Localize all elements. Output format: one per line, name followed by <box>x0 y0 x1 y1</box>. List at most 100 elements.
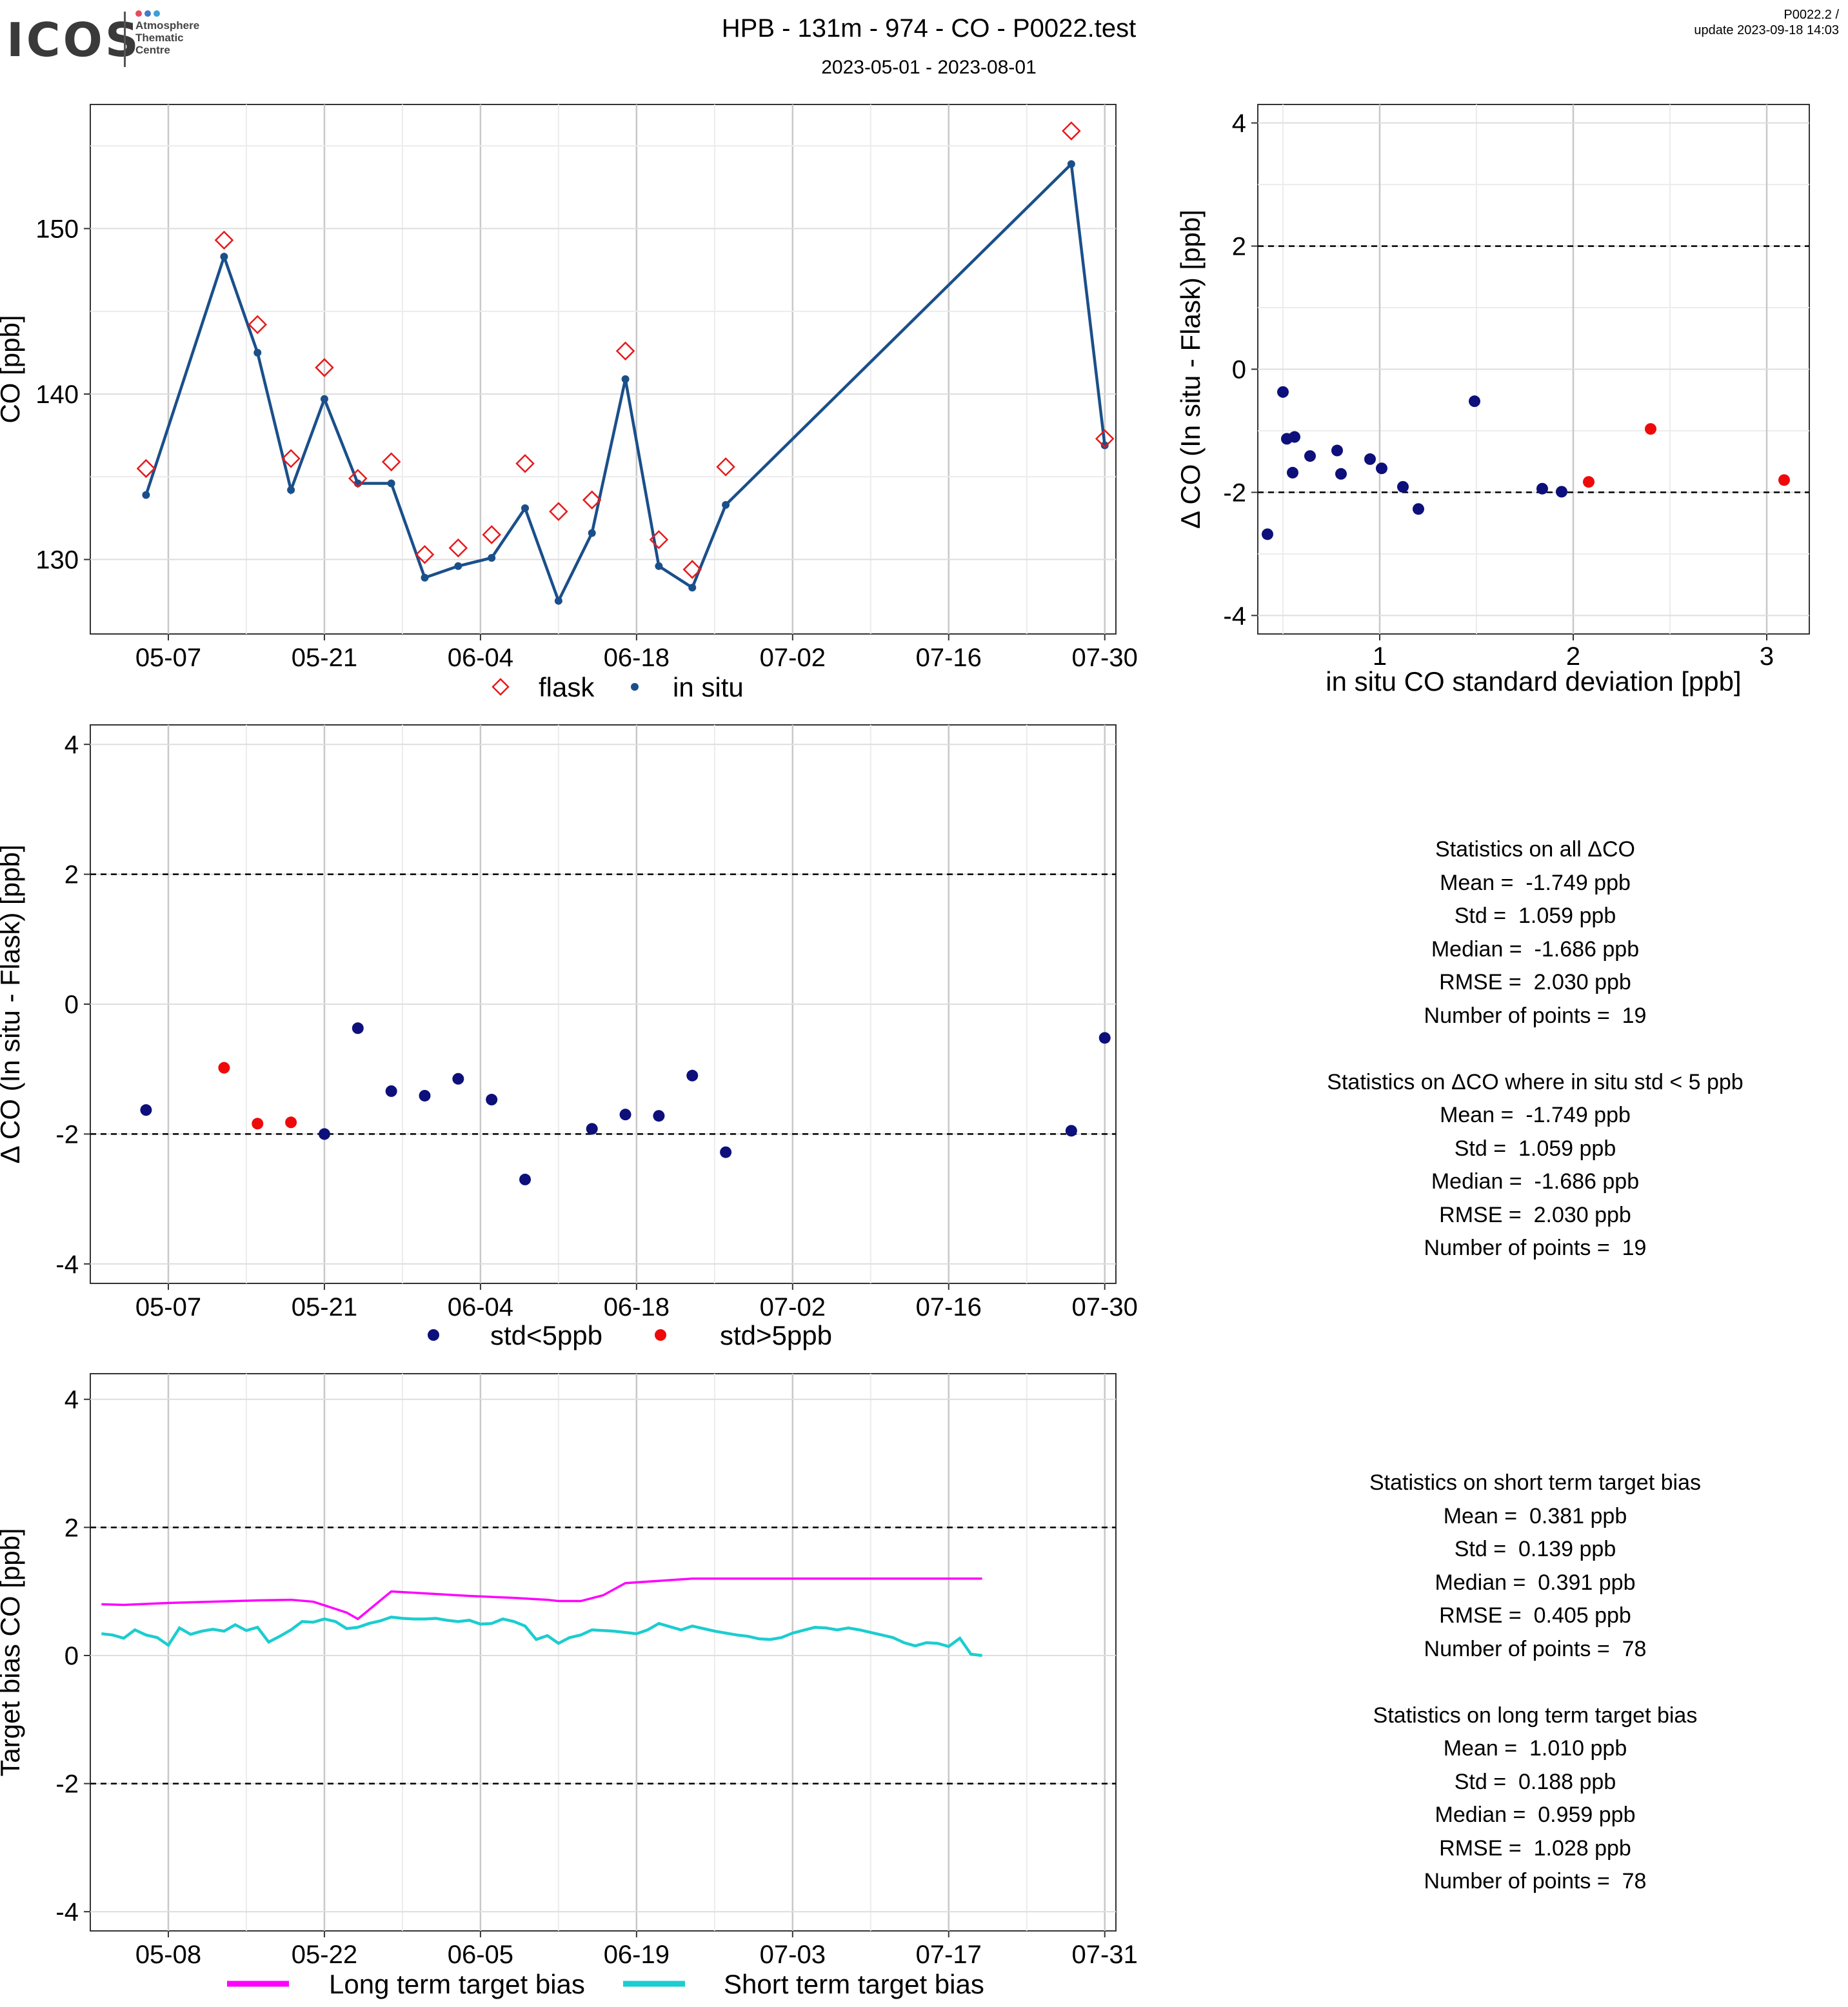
flask-point <box>381 452 401 471</box>
long-term-bias-line <box>101 1577 982 1621</box>
y-tick-label: 0 <box>65 1642 79 1670</box>
x-tick-label: 05-21 <box>292 1293 357 1321</box>
delta_vs_std-x-axis-label: in situ CO standard deviation [ppb] <box>1326 666 1741 697</box>
y-tick-label: -4 <box>1223 602 1246 630</box>
flask-point <box>348 469 368 488</box>
x-tick-label: 06-18 <box>604 1293 670 1321</box>
flask-point <box>615 341 635 361</box>
x-tick-label: 05-07 <box>135 644 201 672</box>
x-tick-label: 07-30 <box>1072 644 1138 672</box>
x-tick-label: 06-05 <box>448 1941 513 1969</box>
insitu-point <box>1100 441 1109 450</box>
x-tick-label: 3 <box>1760 642 1774 671</box>
y-tick-label: 130 <box>35 546 79 575</box>
std-lt5-point <box>1364 453 1376 465</box>
y-tick-label: 2 <box>65 861 79 889</box>
legend-std-gt5-swatch <box>655 1329 666 1341</box>
flask-point <box>482 525 501 544</box>
std-lt5-point <box>452 1073 464 1085</box>
target_bias-y-axis-label: Target bias CO [ppb] <box>0 1528 25 1776</box>
std-lt5-point <box>1098 1032 1111 1044</box>
y-tick-label: 2 <box>65 1514 79 1542</box>
insitu-point <box>1067 160 1075 168</box>
std-lt5-point <box>720 1146 732 1158</box>
std-lt5-point <box>1287 466 1298 479</box>
std-lt5-point <box>385 1085 397 1097</box>
insitu-point <box>554 597 562 605</box>
stats-line: Median = 0.391 ppb <box>1435 1570 1636 1595</box>
y-tick-label: -2 <box>55 1770 79 1799</box>
std-lt5-point <box>352 1022 364 1034</box>
stats-line: Statistics on short term target bias <box>1369 1470 1701 1495</box>
stats-line: Number of points = 19 <box>1424 1003 1647 1028</box>
std-lt5-point <box>1536 482 1548 495</box>
flask-point <box>649 529 669 549</box>
logo-dots-icon <box>135 10 174 18</box>
y-tick-label: -4 <box>55 1251 79 1279</box>
stats-line: Mean = 1.010 ppb <box>1443 1736 1627 1761</box>
std-lt5-point <box>140 1104 152 1116</box>
x-tick-label: 07-16 <box>916 1293 982 1321</box>
stats-line: Median = -1.686 ppb <box>1431 1169 1640 1194</box>
y-tick-label: -2 <box>55 1120 79 1149</box>
delta_vs_std-y-axis-label: Δ CO (In situ - Flask) [ppb] <box>1175 210 1206 529</box>
x-tick-label: 07-03 <box>760 1941 826 1969</box>
stats-line: RMSE = 2.030 ppb <box>1439 1202 1631 1227</box>
x-tick-label: 07-02 <box>760 1293 826 1321</box>
flask-point <box>716 457 735 477</box>
stats-line: RMSE = 0.405 ppb <box>1439 1603 1631 1628</box>
legend-std-lt5-swatch <box>428 1329 439 1341</box>
x-tick-label: 06-18 <box>604 644 670 672</box>
stats-line: Number of points = 78 <box>1424 1636 1647 1661</box>
std-lt5-point <box>486 1094 498 1106</box>
flask-point <box>315 358 334 377</box>
legend-std-gt5-label: std>5ppb <box>720 1320 832 1350</box>
delta_timeseries-y-axis-label: Δ CO (In situ - Flask) [ppb] <box>0 845 25 1164</box>
stats-line: Statistics on all ΔCO <box>1435 837 1635 862</box>
legend-std-lt5-label: std<5ppb <box>490 1320 602 1350</box>
x-tick-label: 05-08 <box>135 1941 201 1969</box>
std-lt5-point <box>1289 431 1300 443</box>
x-tick-label: 06-19 <box>604 1941 670 1969</box>
flask-point <box>682 560 702 579</box>
std-lt5-point <box>1397 480 1409 493</box>
std-gt5-point <box>218 1062 230 1074</box>
std-gt5-point <box>1645 423 1656 435</box>
flask-point <box>1062 121 1081 141</box>
y-tick-label: 0 <box>65 991 79 1019</box>
x-tick-label: 05-07 <box>135 1293 201 1321</box>
std-lt5-point <box>1331 444 1343 457</box>
stats-line: Std = 0.139 ppb <box>1454 1537 1616 1561</box>
flask-point <box>582 490 602 509</box>
logo: ICOS Atmosphere Thematic Centre <box>6 9 213 67</box>
legend-insitu-swatch <box>631 683 639 691</box>
logo-sub-line: Thematic <box>135 32 184 44</box>
std-lt5-point <box>1335 468 1347 480</box>
std-lt5-point <box>519 1173 532 1185</box>
flask-point <box>515 453 535 473</box>
y-tick-label: 2 <box>1232 233 1246 261</box>
std-lt5-point <box>419 1089 431 1102</box>
insitu-point <box>421 573 429 582</box>
y-tick-label: 4 <box>65 1386 79 1414</box>
stats-line: RMSE = 2.030 ppb <box>1439 970 1631 994</box>
std-lt5-point <box>586 1123 598 1135</box>
x-tick-label: 07-30 <box>1072 1293 1138 1321</box>
std-gt5-point <box>1778 474 1790 486</box>
std-lt5-point <box>653 1110 665 1122</box>
y-tick-label: 150 <box>35 215 79 243</box>
logo-word: ICOS <box>6 13 141 67</box>
std-gt5-point <box>252 1118 264 1130</box>
legend-short-term-label: Short term target bias <box>724 1969 984 1999</box>
y-tick-label: 140 <box>35 381 79 409</box>
flask-point <box>214 230 234 250</box>
std-lt5-point <box>1556 486 1567 498</box>
page-title: HPB - 131m - 974 - CO - P0022.test <box>721 14 1137 43</box>
flask-point <box>415 545 435 564</box>
update-label: update 2023-09-18 14:03 <box>1694 23 1839 37</box>
stats-line: Std = 1.059 ppb <box>1454 1136 1616 1161</box>
logo-sub-line: Centre <box>135 44 170 56</box>
x-tick-label: 07-31 <box>1072 1941 1138 1969</box>
std-lt5-point <box>1262 528 1273 540</box>
y-tick-label: 4 <box>65 731 79 759</box>
